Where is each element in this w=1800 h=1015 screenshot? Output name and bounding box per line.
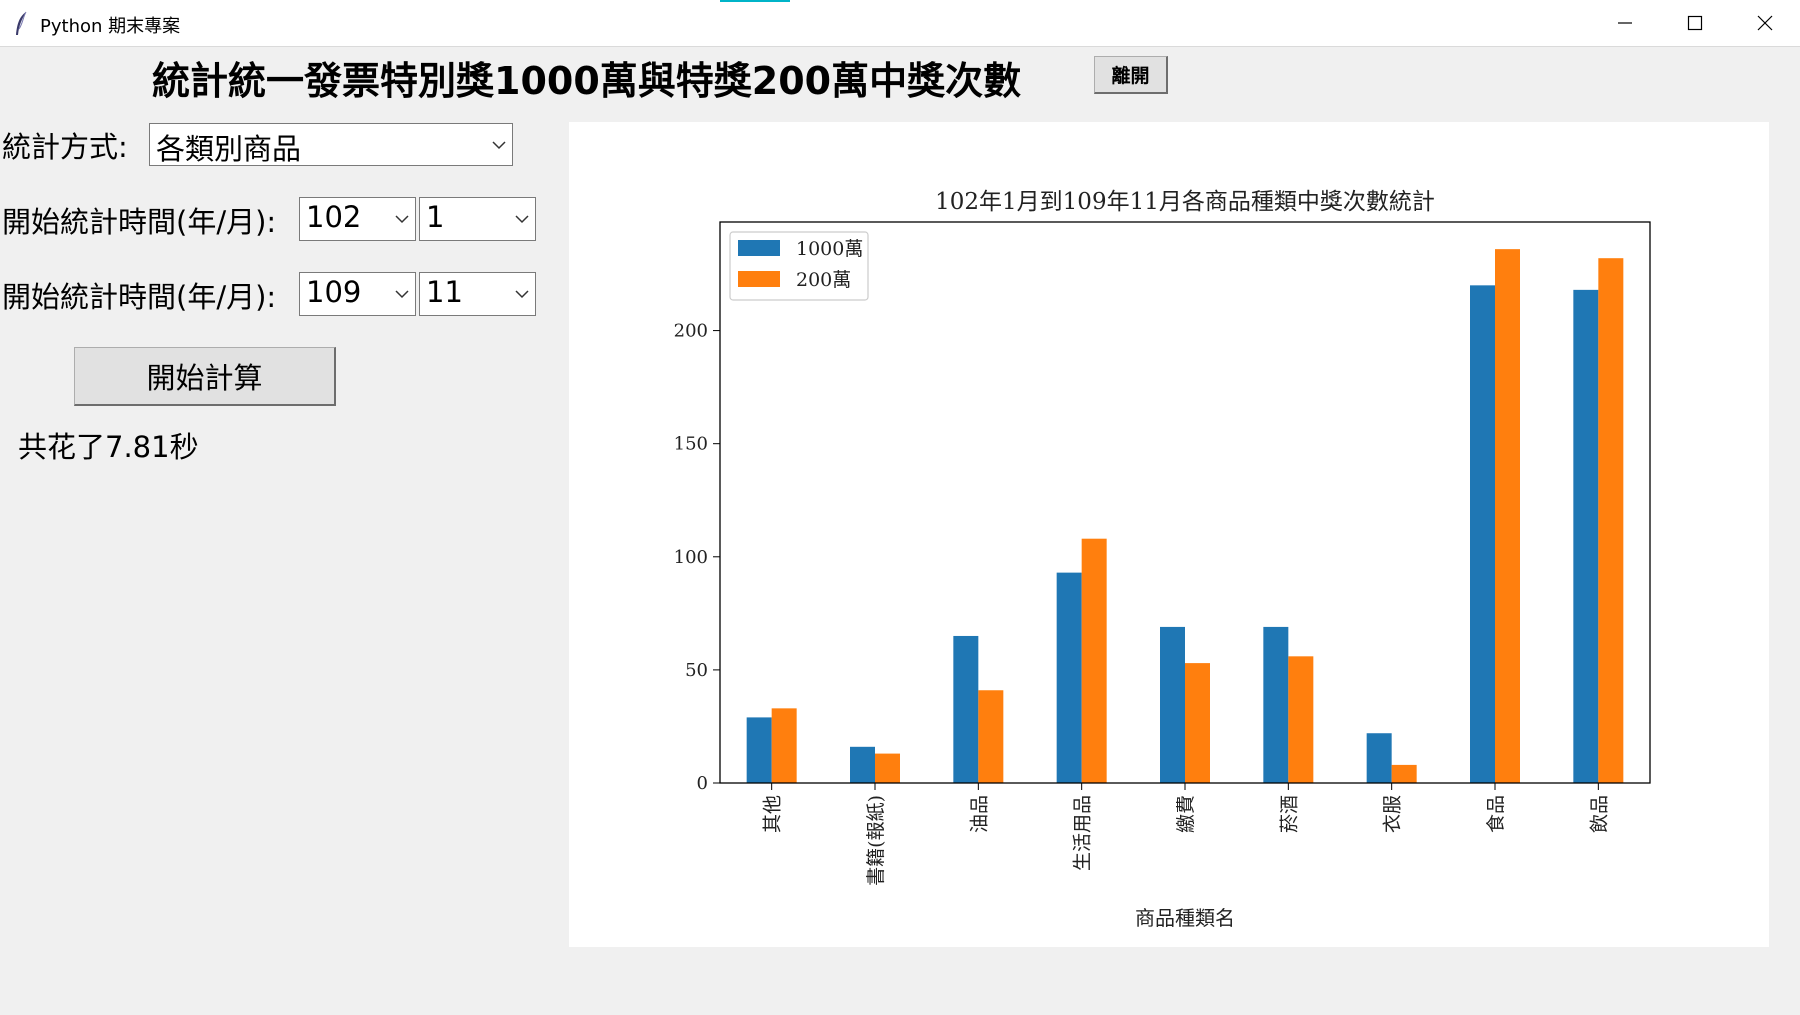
feather-icon [16,11,27,35]
page-title: 統計統一發票特別獎1000萬與特獎200萬中獎次數 [152,59,1022,103]
bar-1000-1 [850,746,875,783]
bar-200-3 [1081,538,1107,783]
bar-200-5 [1288,656,1314,783]
maximize-icon [1687,15,1703,31]
bar-1000-3 [1056,572,1082,783]
chevron-down-icon [515,215,529,224]
start-time-label: 開始統計時間(年/月): [2,205,277,239]
x-tick-label-7: 食品 [1485,795,1507,833]
bar-200-1 [875,753,900,783]
close-icon [1757,15,1773,31]
x-tick-label-8: 飲品 [1588,795,1610,833]
x-tick-label-4: 繳費 [1175,795,1197,833]
y-tick-label-2: 100 [674,547,708,568]
y-tick-label-4: 200 [674,321,708,342]
end-year-select[interactable]: 109 [299,272,416,316]
y-tick-label-3: 150 [674,434,708,455]
window-titlebar: Python 期末專案 [0,0,1800,47]
end-time-label: 開始統計時間(年/月): [2,280,277,314]
x-tick-label-1: 書籍(報紙) [865,795,887,886]
x-tick-label-0: 其他 [762,795,784,833]
x-tick-label-2: 油品 [968,795,990,833]
end-year-value: 109 [306,275,362,309]
exit-button[interactable]: 離開 [1094,56,1168,94]
bar-200-0 [771,708,797,783]
bar-1000-2 [953,635,979,783]
y-tick-label-1: 50 [685,660,708,681]
end-month-value: 11 [426,275,463,309]
bar-200-6 [1391,764,1417,783]
chart-panel: 102年1月到109年11月各商品種類中獎次數統計其他 書籍(報紙) 油品 生活用品 繳… [569,122,1769,947]
x-axis-label: 商品種類名 [1135,906,1235,930]
minimize-icon [1618,22,1632,24]
bar-1000-7 [1470,285,1495,783]
start-month-select[interactable]: 1 [419,197,536,241]
bar-200-8 [1598,258,1624,783]
start-month-value: 1 [426,200,445,234]
legend-label-200: 200萬 [796,269,851,291]
chevron-down-icon [395,290,409,299]
end-month-select[interactable]: 11 [419,272,536,316]
bar-1000-0 [746,717,772,783]
bar-200-7 [1495,249,1520,784]
method-label: 統計方式: [2,130,128,164]
bar-200-2 [978,690,1004,783]
bar-1000-8 [1573,289,1599,783]
minimize-button[interactable] [1590,0,1660,46]
chevron-down-icon [395,215,409,224]
chart-title: 102年1月到109年11月各商品種類中獎次數統計 [935,189,1435,215]
legend-swatch-200 [738,271,780,287]
maximize-button[interactable] [1660,0,1730,46]
chevron-down-icon [515,290,529,299]
start-year-value: 102 [306,200,362,234]
plot-frame [719,221,1651,784]
method-select[interactable]: 各類別商品 [149,123,513,166]
bar-1000-4 [1160,626,1185,783]
window-title: Python 期末專案 [40,16,181,37]
chevron-down-icon [492,141,506,150]
legend-swatch-1000 [738,240,780,256]
close-button[interactable] [1730,0,1800,46]
bar-1000-5 [1263,626,1289,783]
start-calculation-button[interactable]: 開始計算 [74,347,336,406]
x-tick-label-5: 菸酒 [1278,795,1300,833]
x-tick-label-6: 衣服 [1382,795,1404,833]
x-tick-label-3: 生活用品 [1072,795,1094,871]
elapsed-time-text: 共花了7.81秒 [18,430,199,464]
taskbar-accent [720,0,790,2]
y-tick-label-0: 0 [697,773,708,794]
bar-1000-6 [1366,733,1392,783]
start-year-select[interactable]: 102 [299,197,416,241]
bar-200-4 [1185,663,1210,783]
method-select-value: 各類別商品 [156,132,302,166]
legend-label-1000: 1000萬 [796,238,863,260]
